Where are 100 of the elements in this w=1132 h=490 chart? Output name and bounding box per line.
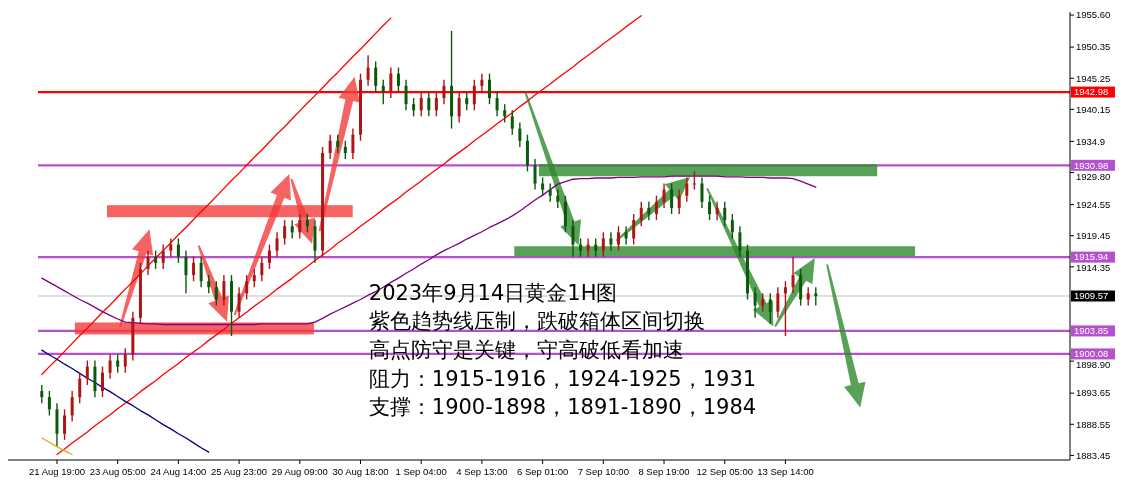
candlestick (305, 213, 309, 234)
candlestick (617, 225, 620, 252)
candlestick (328, 133, 332, 160)
candlestick (47, 390, 51, 417)
candlestick (541, 176, 545, 197)
candlestick (700, 176, 704, 209)
x-tick-label: 21 Aug 19:00 (28, 466, 85, 477)
ref-line-label: 1909.57 (1074, 290, 1109, 302)
candlestick (237, 286, 241, 319)
candlestick (768, 292, 772, 325)
x-tick-label: 7 Sep 10:00 (577, 466, 629, 477)
candlestick (639, 201, 643, 227)
candlestick (692, 170, 696, 191)
y-tick-label: 1929.80 (1076, 170, 1111, 182)
annotation: 紫色趋势线压制，跌破箱体区间切换 (368, 309, 705, 334)
y-tick-label: 1893.65 (1076, 387, 1111, 399)
candlestick (298, 213, 302, 240)
candlestick (761, 292, 765, 313)
x-tick-label: 25 Aug 23:00 (211, 466, 268, 477)
candlestick (753, 286, 757, 319)
candlestick (579, 237, 583, 258)
y-tick-label: 1898.90 (1076, 359, 1111, 371)
candlestick (184, 249, 188, 295)
ref-line-label: 1903.85 (1074, 325, 1109, 337)
y-tick-label: 1919.45 (1076, 230, 1111, 242)
candlestick (108, 353, 112, 380)
candlestick (571, 219, 575, 258)
y-tick-label: 1883.45 (1076, 449, 1111, 461)
candlestick (723, 201, 727, 227)
candlestick (685, 176, 689, 203)
candlestick (359, 72, 362, 142)
candlestick (442, 79, 446, 105)
candlestick (586, 237, 590, 258)
candlestick (594, 237, 598, 258)
candlestick (374, 60, 378, 93)
ref-line-label: 1900.08 (1074, 348, 1109, 360)
candlestick (404, 79, 408, 111)
candlestick (533, 158, 537, 191)
ref-line-label: 1930.98 (1074, 159, 1109, 171)
candlestick (503, 103, 507, 124)
candlestick (396, 66, 400, 93)
candlestick (336, 133, 340, 154)
annotation: 阻力：1915-1916，1924-1925，1931 (368, 366, 757, 391)
candlestick (488, 72, 491, 105)
candlestick (267, 243, 271, 270)
ref-line-label: 1942.98 (1074, 86, 1109, 98)
y-tick-label: 1924.55 (1076, 198, 1111, 210)
candlestick (510, 109, 514, 136)
candlestick (381, 79, 385, 105)
y-tick-label: 1914.35 (1076, 262, 1111, 274)
candlestick (199, 256, 203, 288)
candlestick (252, 268, 256, 288)
candlestick (434, 91, 438, 118)
candlestick (101, 365, 104, 398)
candlestick (192, 256, 196, 282)
candlestick (290, 219, 294, 240)
candlestick (116, 353, 120, 374)
ref-line-label: 1915.94 (1074, 251, 1109, 263)
candlestick (708, 195, 712, 221)
candlestick (389, 66, 393, 99)
candlestick (230, 274, 233, 337)
candlestick (783, 280, 787, 337)
candlestick (738, 225, 742, 258)
y-tick-label: 1955.60 (1076, 9, 1111, 21)
candlestick (343, 140, 347, 160)
x-tick-label: 30 Aug 18:00 (332, 466, 389, 477)
candlestick (480, 72, 484, 93)
candlestick (275, 231, 279, 258)
candlestick (146, 249, 150, 276)
candlestick (85, 359, 89, 386)
candlestick (472, 79, 476, 111)
x-tick-label: 6 Sep 01:00 (516, 466, 569, 477)
candlestick (518, 121, 522, 148)
annotation: 2023年9月14日黄金1H图 (368, 280, 618, 305)
y-tick-label: 1888.55 (1076, 418, 1111, 430)
candlestick (662, 182, 666, 209)
candlestick (806, 286, 810, 307)
candlestick (351, 127, 355, 160)
x-tick-label: 23 Aug 05:00 (89, 466, 146, 477)
candlestick (176, 237, 180, 264)
candlestick (70, 390, 74, 423)
x-tick-label: 24 Aug 14:00 (150, 466, 207, 477)
candlestick (283, 219, 287, 246)
candlestick (654, 195, 658, 221)
candlestick (814, 286, 818, 307)
x-tick-label: 12 Sep 05:00 (696, 466, 753, 477)
y-tick-label: 1940.15 (1076, 103, 1111, 115)
candlestick (791, 256, 795, 295)
annotation: 支撑：1900-1898，1891-1890，1984 (368, 395, 757, 420)
candlestick (419, 91, 423, 118)
candlestick (601, 231, 605, 258)
candlestick (123, 347, 127, 374)
candlestick (495, 91, 499, 118)
y-tick-label: 1945.25 (1076, 72, 1111, 84)
candlestick (632, 213, 636, 246)
candlestick (412, 97, 416, 118)
candlestick (260, 256, 264, 282)
candlestick (457, 91, 461, 124)
candlestick (169, 237, 173, 258)
y-tick-label: 1950.35 (1076, 41, 1111, 53)
